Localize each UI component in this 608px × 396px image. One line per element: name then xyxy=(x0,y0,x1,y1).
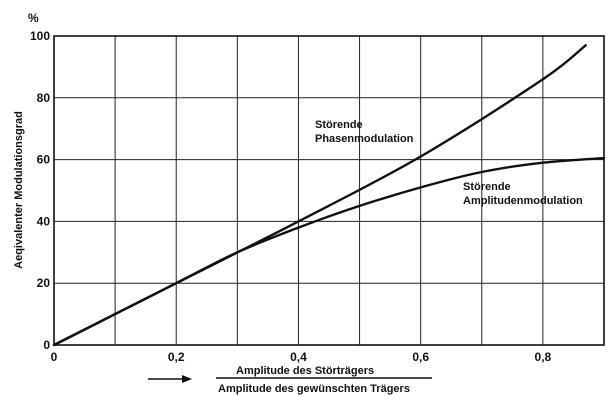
y-tick-label: 100 xyxy=(30,29,50,43)
y-tick-label: 20 xyxy=(37,276,51,290)
y-tick-label: 40 xyxy=(37,214,51,228)
y-unit-label: % xyxy=(28,11,39,25)
x-label-denominator: Amplitude des gewünschten Trägers xyxy=(218,383,410,395)
grid-lines xyxy=(54,36,604,345)
y-tick-label: 0 xyxy=(43,338,50,352)
arrow-icon xyxy=(148,375,192,383)
series-line-amplitudenmodulation xyxy=(52,156,606,347)
series-label-amplitude-line1: Störende xyxy=(463,181,511,193)
y-axis-label: Aeqivalenter Modulationsgrad xyxy=(13,111,25,269)
series-label-phase-line1: Störende xyxy=(315,119,363,131)
x-tick-label: 0 xyxy=(51,350,58,364)
x-tick-label: 0,2 xyxy=(168,350,185,364)
series-label-phase-line2: Phasenmodulation xyxy=(315,133,414,145)
x-tick-label: 0,8 xyxy=(535,350,552,364)
y-tick-label: 60 xyxy=(37,153,51,167)
curves-layer xyxy=(52,44,606,347)
plot-frame xyxy=(53,35,605,346)
tick-labels: 0 0,2 0,4 0,6 0,8 0 20 40 60 80 100 xyxy=(30,29,552,364)
x-tick-label: 0,4 xyxy=(290,350,307,364)
series-label-amplitude-line2: Amplitudenmodulation xyxy=(463,195,583,207)
x-tick-label: 0,6 xyxy=(412,350,429,364)
y-tick-label: 80 xyxy=(37,91,51,105)
x-label-numerator: Amplitude des Störträgers xyxy=(236,365,374,377)
